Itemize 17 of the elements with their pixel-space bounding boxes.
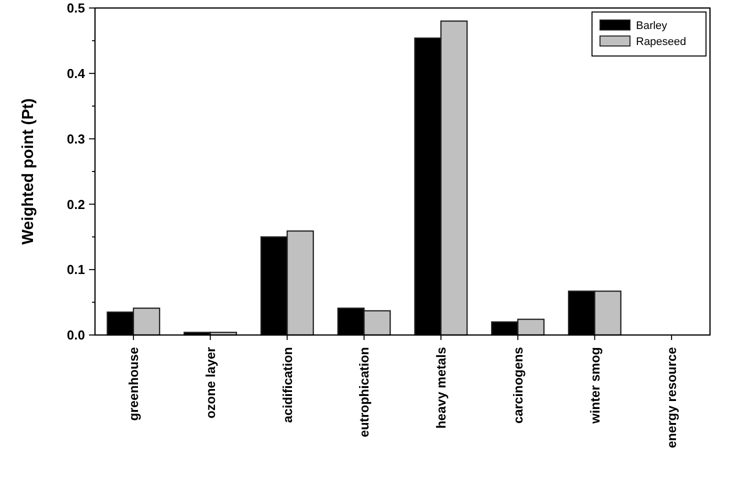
y-tick-label: 0.3 [66,131,85,146]
x-tick-label: carcinogens [510,347,526,424]
x-tick-label: acidification [280,346,295,423]
y-tick-label: 0.2 [66,196,85,212]
x-tick-label: greenhouse [126,347,141,421]
x-tick-label: energy resource [664,347,680,448]
y-tick-label: 0.0 [66,328,85,343]
y-tick-label: 0.5 [66,0,85,16]
y-tick-label: 0.4 [66,66,86,81]
x-tick-label: eutrophication [356,346,372,438]
legend-label: Barley [636,20,668,32]
x-tick-label: winter smog [587,346,602,425]
y-tick-label: 0.1 [66,262,85,278]
legend-label: Rapeseed [636,36,686,48]
x-tick-label: ozone layer [202,347,218,419]
y-axis-title: Weighted point (Pt) [20,98,37,245]
x-tick-label: heavy metals [433,347,448,429]
